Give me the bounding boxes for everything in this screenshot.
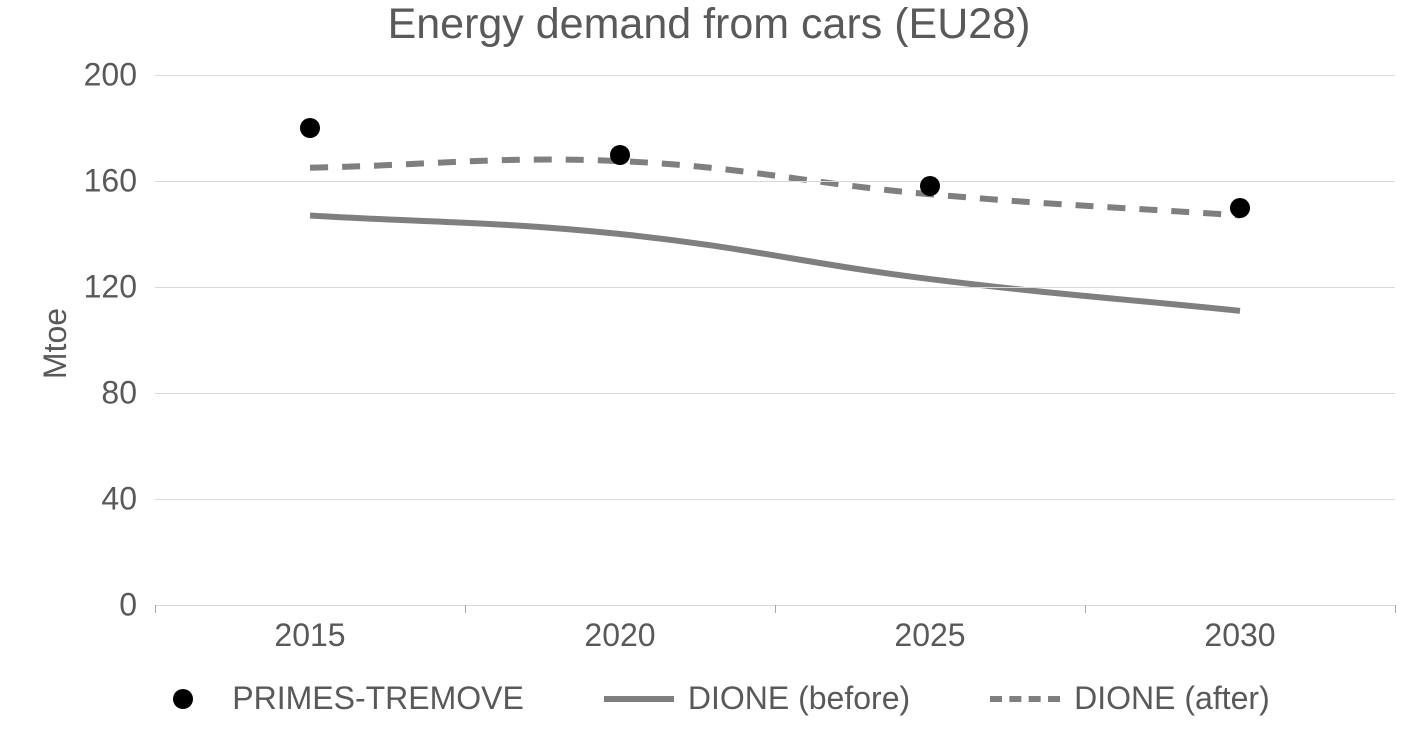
chart-title: Energy demand from cars (EU28) bbox=[0, 0, 1418, 49]
chart-legend: PRIMES-TREMOVE DIONE (before) DIONE (after… bbox=[0, 680, 1418, 717]
dione_before-line bbox=[310, 215, 1240, 310]
scatter-point bbox=[300, 118, 320, 138]
x-tick-label: 2015 bbox=[274, 617, 345, 654]
dione_after-line bbox=[310, 160, 1240, 216]
chart-lines-svg bbox=[155, 75, 1395, 605]
gridline bbox=[155, 287, 1395, 288]
y-tick-label: 120 bbox=[84, 269, 137, 306]
legend-label: DIONE (before) bbox=[688, 680, 910, 717]
x-tick bbox=[155, 605, 156, 613]
legend-item-dione_before: DIONE (before) bbox=[604, 680, 910, 717]
y-axis-title: Mtoe bbox=[37, 308, 74, 379]
scatter-point bbox=[610, 145, 630, 165]
y-tick-label: 40 bbox=[101, 481, 137, 518]
y-tick-label: 80 bbox=[101, 375, 137, 412]
y-tick-label: 160 bbox=[84, 163, 137, 200]
chart-container: Energy demand from cars (EU28) Mtoe 0408… bbox=[0, 0, 1418, 734]
x-tick bbox=[1395, 605, 1396, 613]
x-tick bbox=[1085, 605, 1086, 613]
legend-marker-line bbox=[604, 696, 674, 702]
legend-item-dione_after: DIONE (after) bbox=[990, 680, 1270, 717]
gridline bbox=[155, 75, 1395, 76]
legend-marker-dot bbox=[173, 689, 193, 709]
y-tick-label: 0 bbox=[119, 587, 137, 624]
legend-label: PRIMES-TREMOVE bbox=[232, 680, 524, 717]
y-tick-label: 200 bbox=[84, 57, 137, 94]
legend-label: DIONE (after) bbox=[1074, 680, 1270, 717]
x-tick-label: 2025 bbox=[894, 617, 965, 654]
scatter-point bbox=[920, 176, 940, 196]
legend-marker-line bbox=[990, 696, 1060, 702]
plot-area: 040801201602002015202020252030 bbox=[155, 75, 1395, 605]
x-tick bbox=[775, 605, 776, 613]
gridline bbox=[155, 181, 1395, 182]
gridline bbox=[155, 393, 1395, 394]
scatter-point bbox=[1230, 198, 1250, 218]
x-tick-label: 2030 bbox=[1204, 617, 1275, 654]
legend-item-primes_tremove: PRIMES-TREMOVE bbox=[148, 680, 524, 717]
x-tick-label: 2020 bbox=[584, 617, 655, 654]
x-tick bbox=[465, 605, 466, 613]
gridline bbox=[155, 499, 1395, 500]
